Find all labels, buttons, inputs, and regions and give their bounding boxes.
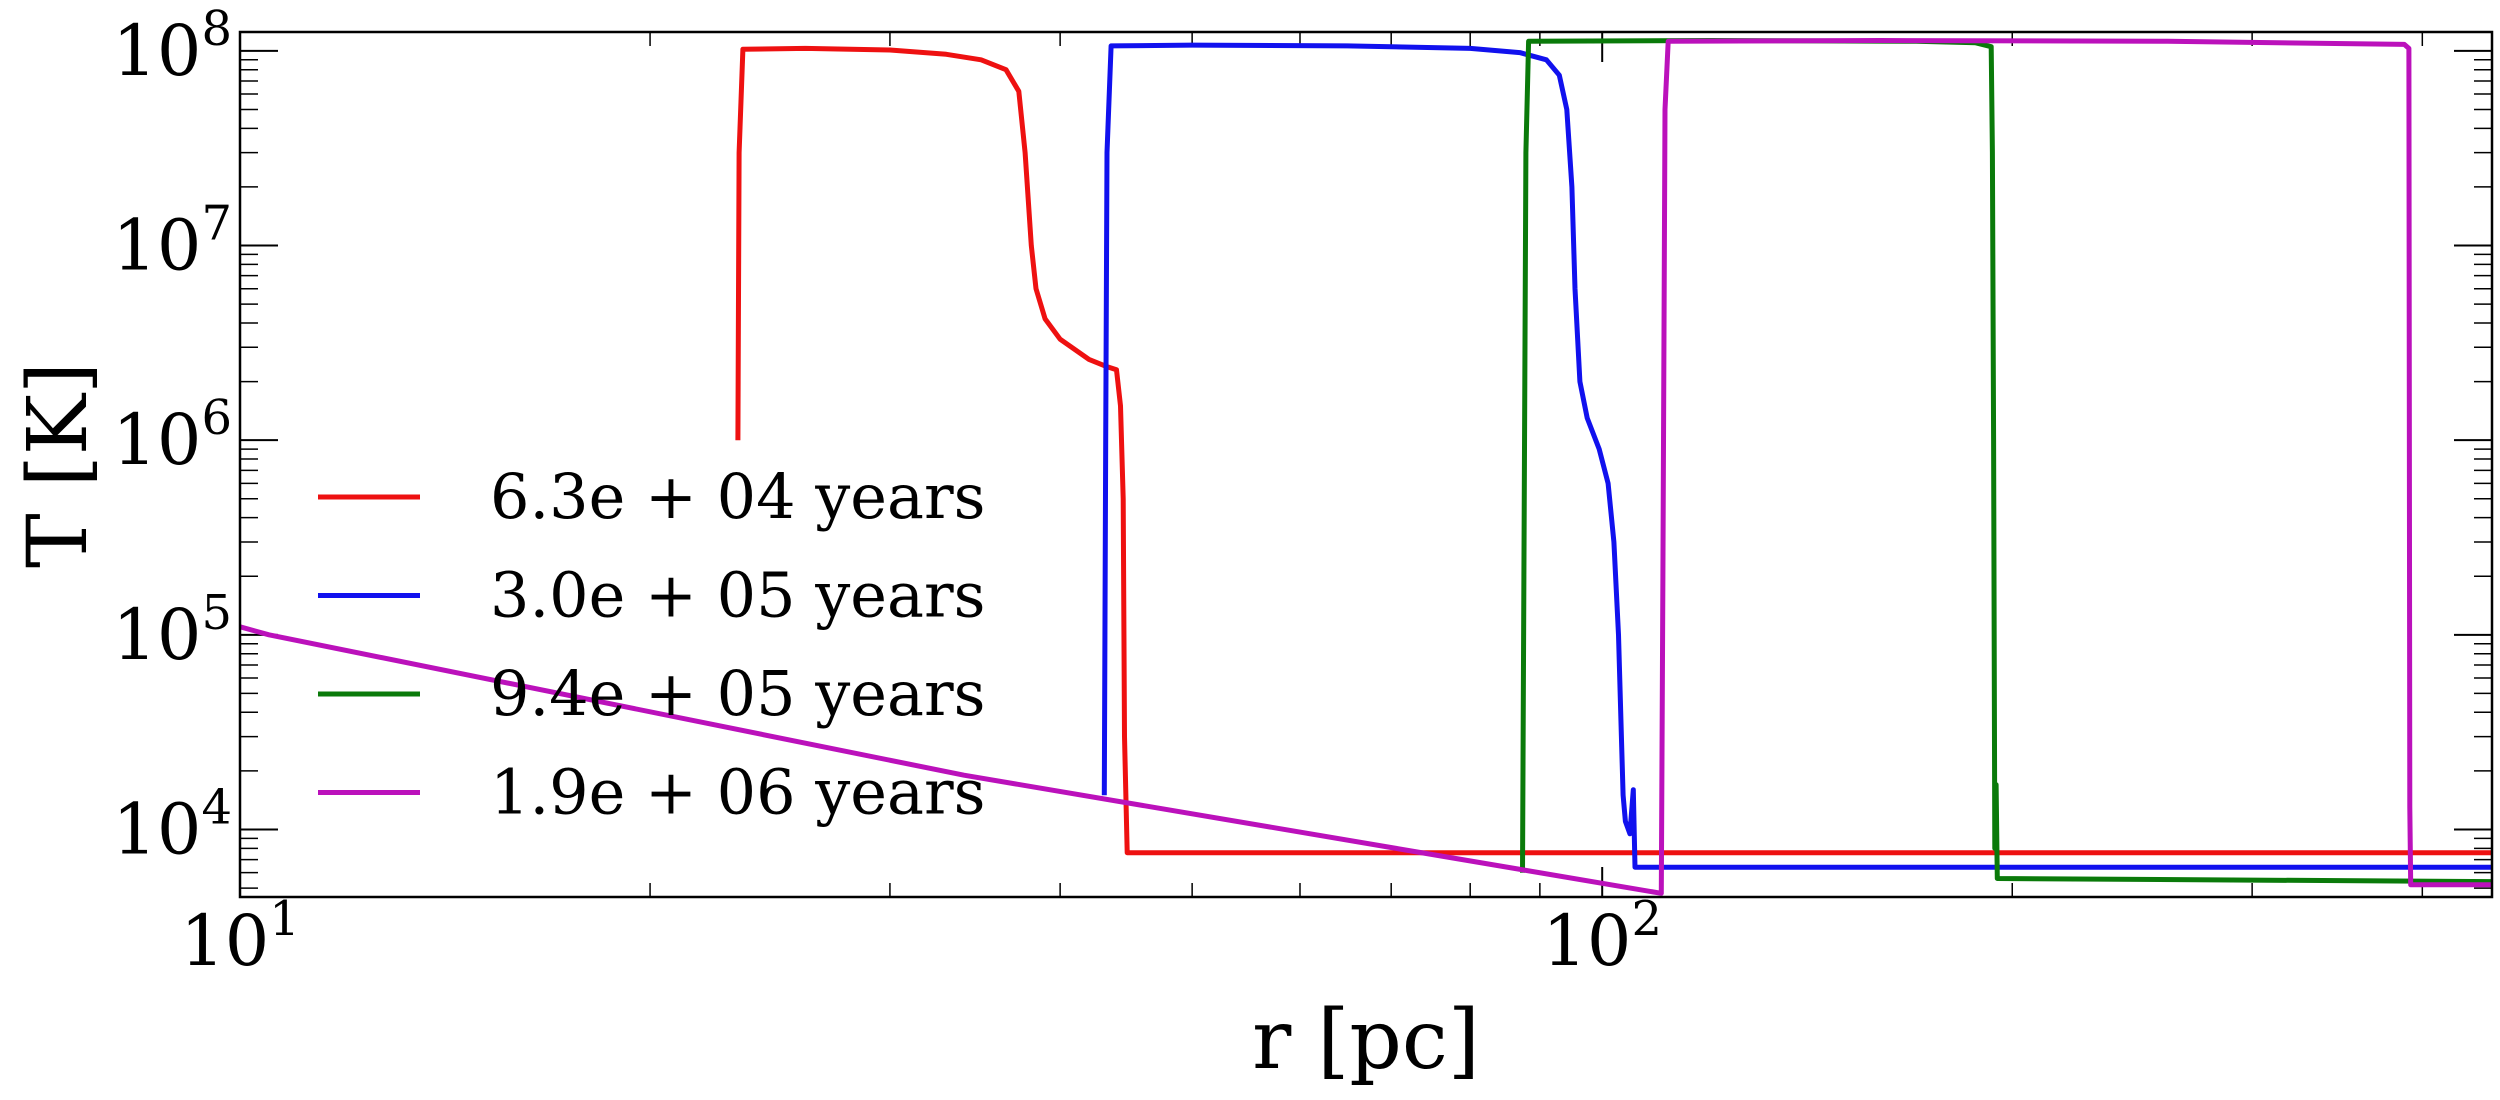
y-tick-label: 105 xyxy=(112,585,232,676)
y-tick-label: 106 xyxy=(112,390,232,481)
legend-label-2: 3.0e + 05 years xyxy=(490,559,985,632)
series-lines xyxy=(240,38,2492,896)
legend-label-3: 9.4e + 05 years xyxy=(490,657,985,730)
x-tick-label: 101 xyxy=(180,891,300,982)
y-tick-label: 107 xyxy=(112,196,232,287)
series-line-3 xyxy=(1520,38,2492,885)
series-line-1 xyxy=(735,45,2492,856)
minor-ticks xyxy=(240,32,2492,897)
y-tick-labels: 104 105 106 107 108 xyxy=(112,1,232,871)
y-tick-label: 104 xyxy=(112,779,232,870)
legend: 6.3e + 04 years 3.0e + 05 years 9.4e + 05 … xyxy=(318,460,985,829)
x-axis-label: r [pc] xyxy=(1252,993,1480,1088)
y-tick-label: 108 xyxy=(112,1,232,92)
y-axis-label: T [K] xyxy=(11,362,106,568)
x-tick-label: 102 xyxy=(1542,891,1662,982)
series-line-2 xyxy=(1101,42,2492,870)
legend-label-1: 6.3e + 04 years xyxy=(490,460,985,533)
plot-frame xyxy=(238,30,2494,899)
x-tick-labels: 101 102 xyxy=(180,891,1662,982)
legend-label-4: 1.9e + 06 years xyxy=(490,756,985,829)
series-line-4 xyxy=(240,38,2492,896)
